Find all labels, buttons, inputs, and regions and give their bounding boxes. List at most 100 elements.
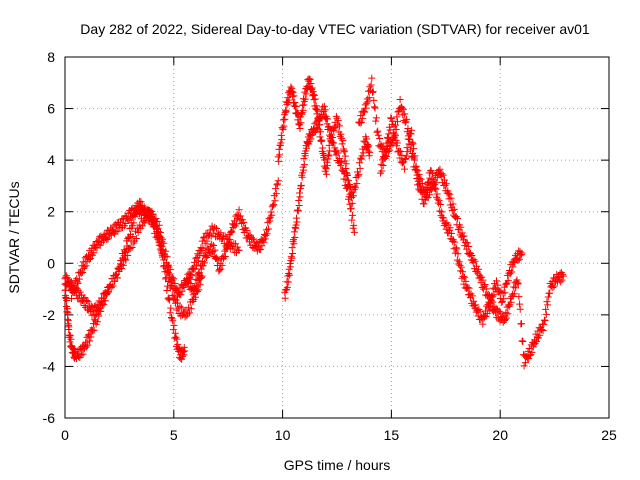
data-point <box>218 261 226 269</box>
data-point <box>236 212 244 220</box>
data-point <box>402 152 410 160</box>
y-tick-label: 8 <box>47 49 55 65</box>
data-point <box>211 246 219 254</box>
chart-title: Day 282 of 2022, Sidereal Day-to-day VTE… <box>80 21 590 37</box>
data-point <box>128 243 136 251</box>
data-point <box>167 314 175 322</box>
data-point <box>240 218 248 226</box>
data-point <box>178 304 186 312</box>
data-point <box>363 99 371 107</box>
data-point <box>173 284 181 292</box>
data-point <box>184 274 192 282</box>
data-point <box>62 286 70 294</box>
data-point <box>210 241 218 249</box>
data-point <box>340 148 348 156</box>
x-tick-label: 0 <box>61 427 69 443</box>
data-point <box>355 159 363 167</box>
data-point <box>479 276 487 284</box>
data-point <box>359 149 367 157</box>
data-point <box>365 142 373 150</box>
data-point <box>137 198 145 206</box>
data-point <box>290 92 298 100</box>
data-point <box>325 152 333 160</box>
data-point <box>273 181 281 189</box>
data-point <box>301 88 309 96</box>
data-point <box>514 256 522 264</box>
data-point <box>328 131 336 139</box>
data-point <box>410 145 418 153</box>
data-point <box>128 213 136 221</box>
data-point <box>217 229 225 237</box>
data-point <box>462 277 470 285</box>
data-point <box>558 276 566 284</box>
data-point <box>420 200 428 208</box>
data-point <box>559 272 567 280</box>
data-point <box>471 257 479 265</box>
data-point <box>292 221 300 229</box>
data-point <box>275 157 283 165</box>
x-tick-label: 20 <box>492 427 508 443</box>
data-point <box>508 268 516 276</box>
data-point <box>470 256 478 264</box>
data-point <box>87 333 95 341</box>
data-point <box>185 275 193 283</box>
data-point <box>135 203 143 211</box>
data-point <box>134 206 142 214</box>
data-point <box>276 151 284 159</box>
data-point <box>200 233 208 241</box>
data-point <box>173 335 181 343</box>
data-point <box>374 127 382 135</box>
data-point <box>163 287 171 295</box>
data-point <box>407 146 415 154</box>
data-point <box>425 191 433 199</box>
data-point <box>359 114 367 122</box>
data-point <box>435 197 443 205</box>
data-point <box>227 227 235 235</box>
data-point <box>384 143 392 151</box>
data-point <box>404 124 412 132</box>
data-point <box>155 221 163 229</box>
data-point <box>292 102 300 110</box>
data-point <box>285 96 293 104</box>
data-point <box>169 326 177 334</box>
data-point <box>468 252 476 260</box>
data-point <box>305 75 313 83</box>
data-point <box>498 298 506 306</box>
data-point <box>438 208 446 216</box>
data-point <box>326 125 334 133</box>
data-point <box>503 314 511 322</box>
data-point <box>550 282 558 290</box>
data-point <box>354 172 362 180</box>
data-point <box>461 273 469 281</box>
data-point <box>187 280 195 288</box>
data-point <box>253 239 261 247</box>
data-point <box>176 302 184 310</box>
data-point <box>486 302 494 310</box>
data-point <box>177 312 185 320</box>
data-point <box>509 263 517 271</box>
data-point <box>119 261 127 269</box>
data-point <box>368 74 376 82</box>
y-tick-labels: -6 -4 -2 0 2 4 6 8 <box>43 49 56 426</box>
data-point <box>297 119 305 127</box>
data-point <box>516 305 524 313</box>
data-point <box>211 223 219 231</box>
data-point <box>438 213 446 221</box>
data-point <box>296 193 304 201</box>
data-point <box>504 310 512 318</box>
data-point <box>153 217 161 225</box>
data-point <box>268 211 276 219</box>
data-point <box>279 126 287 134</box>
data-point <box>162 275 170 283</box>
data-point <box>493 277 501 285</box>
data-point <box>408 126 416 134</box>
data-point <box>451 238 459 246</box>
data-point <box>116 219 124 227</box>
data-point <box>270 201 278 209</box>
data-point <box>77 269 85 277</box>
data-point <box>128 222 136 230</box>
data-point <box>505 302 513 310</box>
data-point <box>371 104 379 112</box>
data-point <box>79 350 87 358</box>
data-point <box>215 266 223 274</box>
